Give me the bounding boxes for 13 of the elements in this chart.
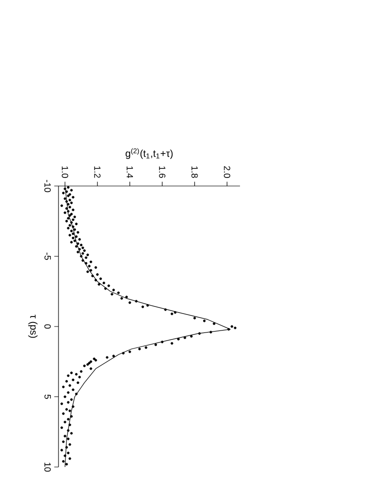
x-axis-title: g$^{(2)}$(t$_{1}$,t$_{1}$+τ) <box>126 148 173 159</box>
y-tick-label: -5 <box>44 252 51 260</box>
y-tick-label: 5 <box>44 394 51 399</box>
x-tick-label: 1.2 <box>94 166 101 178</box>
x-tick-label: 1.6 <box>159 166 166 178</box>
y-tick-label: -10 <box>44 180 51 192</box>
x-tick-label: 2.0 <box>224 166 230 178</box>
y-tick-label: 0 <box>44 324 51 329</box>
y-axis-title: τ (ps) <box>28 314 38 338</box>
x-tick-label: 1.0 <box>62 166 68 178</box>
x-tick-label: 1.4 <box>126 166 133 178</box>
y-tick-label: 10 <box>44 462 51 472</box>
x-tick-label: 1.8 <box>191 166 198 178</box>
